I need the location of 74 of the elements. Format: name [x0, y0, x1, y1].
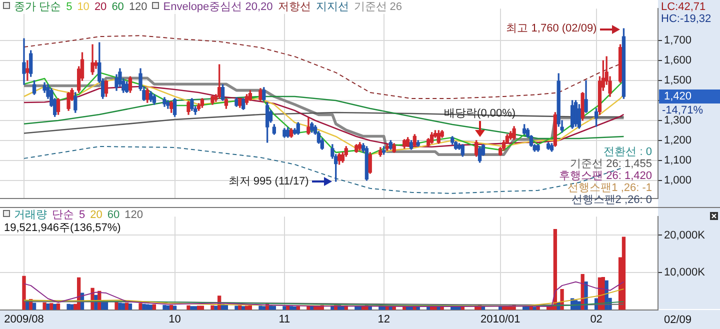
bar: [122, 303, 126, 310]
y-tick-label: 10,000K: [664, 266, 706, 279]
y-tick-label: 1,700: [664, 34, 692, 47]
text: 5: [79, 209, 86, 221]
bar: [66, 304, 70, 310]
bar: [200, 306, 204, 310]
bar: [172, 306, 177, 310]
annotation: 최고 1,760 (02/09): [506, 22, 597, 35]
annotation: 기준선 26: 1,455: [570, 158, 652, 170]
bar: [142, 304, 146, 310]
text: 저항선: [278, 1, 311, 13]
text: -14,71%: [662, 104, 704, 117]
legend-title: 종가 단순: [14, 1, 62, 13]
bar: [148, 304, 153, 310]
bar: [214, 306, 218, 310]
bar: [234, 306, 238, 310]
bar: [272, 306, 276, 310]
annotation: 후행스팬 26: 1,420: [559, 170, 652, 182]
text: 기준선 26: [354, 1, 402, 13]
bar: [56, 304, 60, 310]
x-tick-label: 11: [278, 313, 290, 326]
text: 지지선: [316, 1, 349, 13]
text: 5: [66, 1, 72, 13]
text: 60: [107, 209, 120, 221]
bar: [190, 306, 194, 310]
x-tick-label: 2009/08: [4, 313, 44, 326]
text: HC:-19,32: [661, 13, 712, 26]
bar: [138, 303, 142, 310]
text: 60: [112, 1, 124, 13]
annotation: 최저 995 (11/17): [228, 175, 309, 188]
annotation: 19,521,946주(136,57%): [4, 222, 121, 234]
bar: [244, 306, 249, 310]
bar: [536, 306, 540, 310]
text: 02/09: [664, 314, 692, 326]
y-tick-label: 1,600: [664, 54, 692, 67]
text: LC:42,71: [661, 1, 706, 14]
legend-title: 단순: [52, 209, 74, 221]
x-tick-label: 2010/01: [480, 313, 520, 326]
bar: [128, 304, 132, 310]
bar: [22, 276, 26, 310]
y-tick-label: 1,200: [664, 134, 692, 146]
y-tick-label: 1,100: [664, 154, 692, 166]
bar: [282, 306, 286, 310]
bar: [289, 306, 294, 310]
bar: [170, 304, 174, 310]
bar: [46, 304, 50, 310]
bar: [262, 306, 266, 310]
y-tick-label: 20,000K: [664, 229, 706, 242]
bar: [194, 306, 198, 310]
bar: [50, 303, 54, 310]
annotation: 선행스팬1 ,26: -1: [568, 182, 652, 194]
bar: [196, 306, 201, 310]
y-tick-label: 1,500: [664, 74, 692, 87]
bar: [42, 302, 46, 310]
y-tick-label: 1,300: [664, 114, 692, 127]
x-tick-label: 10: [168, 313, 181, 326]
annotation: 전환선 : 0: [604, 146, 652, 158]
text: 1,420: [664, 90, 692, 103]
bar: [296, 306, 300, 310]
bar: [258, 306, 262, 310]
chart-title: 거래량: [14, 209, 47, 221]
text: 20: [94, 1, 107, 13]
text: 20: [90, 209, 102, 221]
bar: [224, 304, 228, 310]
bar: [622, 236, 626, 310]
bar: [241, 306, 246, 310]
text: 120: [128, 1, 148, 13]
bar: [162, 304, 166, 310]
annotation: Envelope중심선 20,20: [163, 1, 273, 13]
text: 10: [77, 1, 90, 13]
text: 120: [124, 209, 143, 221]
x-tick-label: 02: [590, 313, 602, 326]
y-tick-label: 1,000: [664, 174, 692, 186]
x-tick-label: 12: [378, 313, 390, 326]
